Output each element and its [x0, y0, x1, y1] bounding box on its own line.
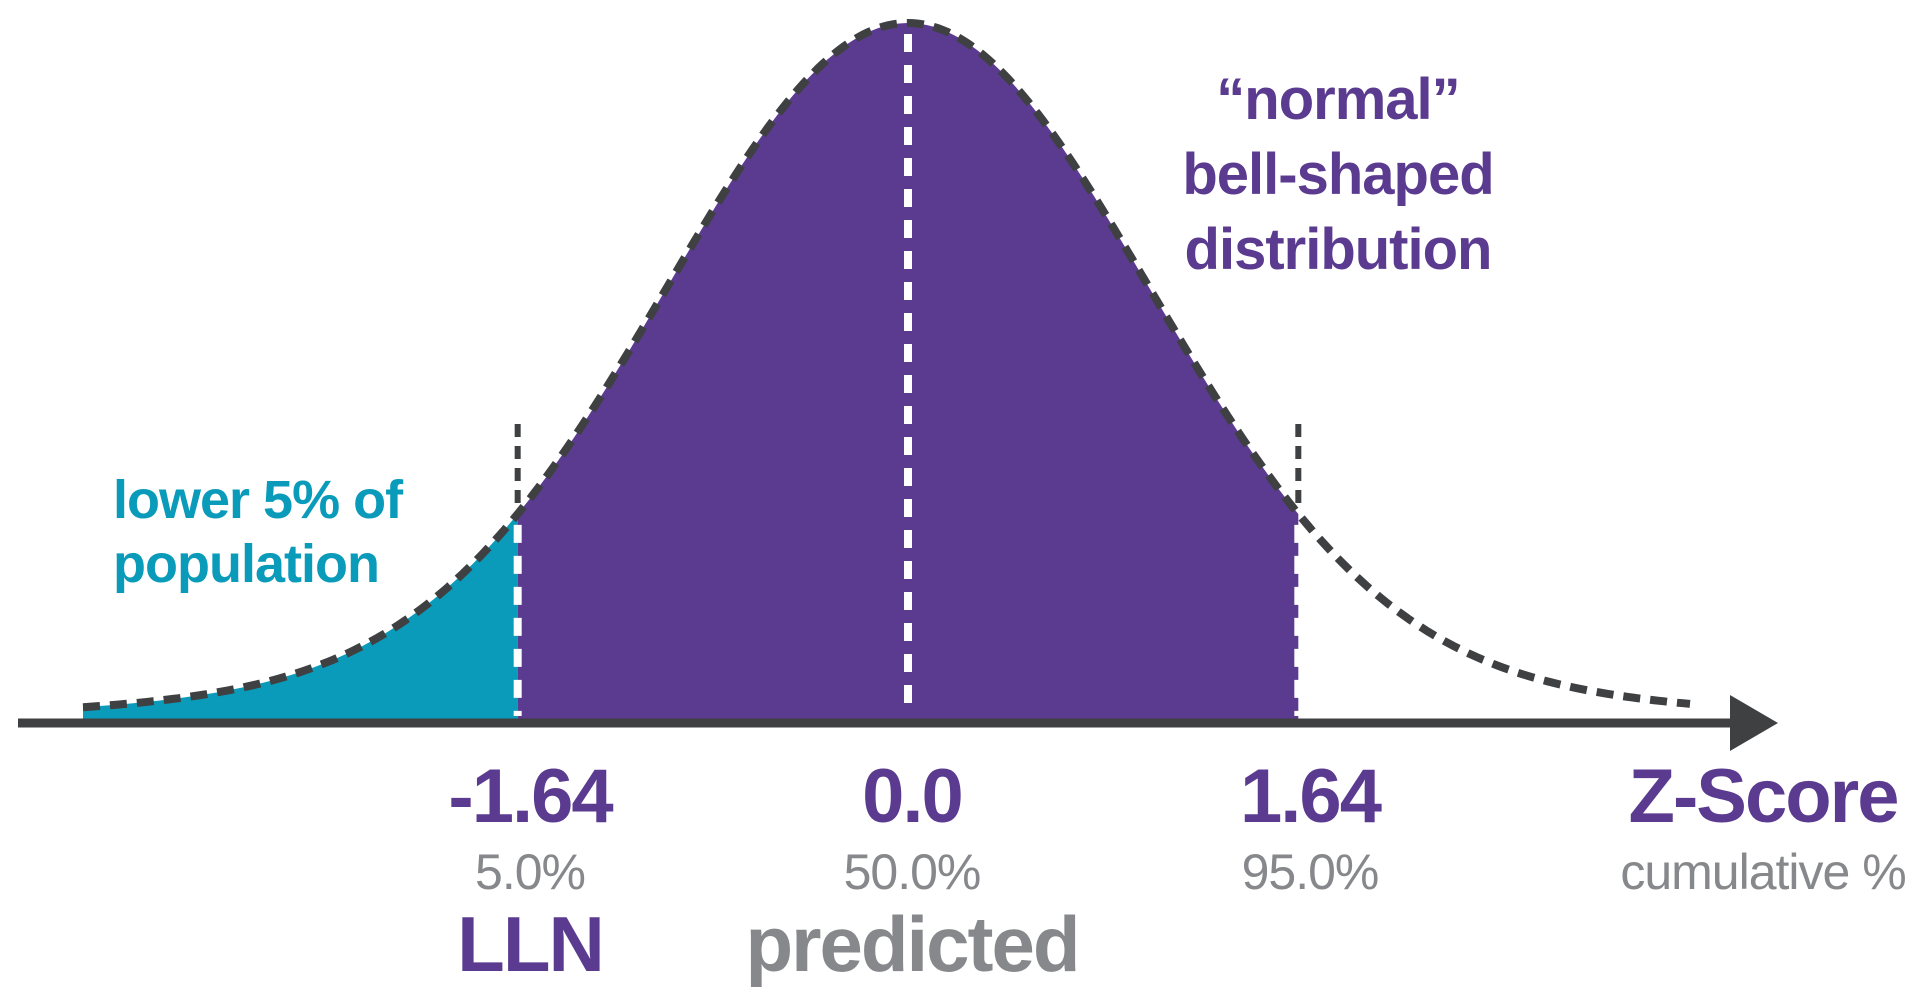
tick-cumulative: 95.0% [1241, 844, 1380, 900]
axis-label-column: Z-Score cumulative % [1620, 754, 1906, 900]
x-axis-arrowhead [1730, 695, 1778, 751]
distribution-annotation-line2: bell-shaped [1182, 142, 1494, 207]
lower-tail-annotation-line1: lower 5% of [113, 470, 403, 530]
tick-column-zero: 0.0 50.0% predicted [745, 754, 1080, 988]
bell-outline [82, 18, 1691, 712]
tick-sublabel-lln: LLN [457, 900, 605, 988]
tick-z-value: 1.64 [1240, 754, 1382, 839]
tick-cumulative: 5.0% [475, 844, 586, 900]
distribution-annotation-line1: “normal” [1216, 67, 1460, 132]
bell-fill-lower-tail [83, 513, 518, 720]
axis-title: Z-Score [1628, 754, 1900, 839]
lower-tail-annotation: lower 5% of population [113, 468, 403, 596]
tick-column-plus-1-64: 1.64 95.0% [1240, 754, 1382, 905]
axis-subtitle: cumulative % [1620, 844, 1906, 900]
lower-tail-annotation-line2: population [113, 534, 380, 594]
tick-z-value: -1.64 [448, 754, 613, 839]
tick-z-value: 0.0 [862, 754, 964, 839]
tick-sublabel-predicted: predicted [745, 900, 1080, 988]
tick-column-minus-1-64: -1.64 5.0% LLN [448, 754, 613, 988]
bell-fill-central [517, 23, 1299, 720]
tick-cumulative: 50.0% [843, 844, 982, 900]
distribution-annotation: “normal” bell-shaped distribution [1182, 62, 1494, 287]
distribution-annotation-line3: distribution [1184, 217, 1493, 282]
